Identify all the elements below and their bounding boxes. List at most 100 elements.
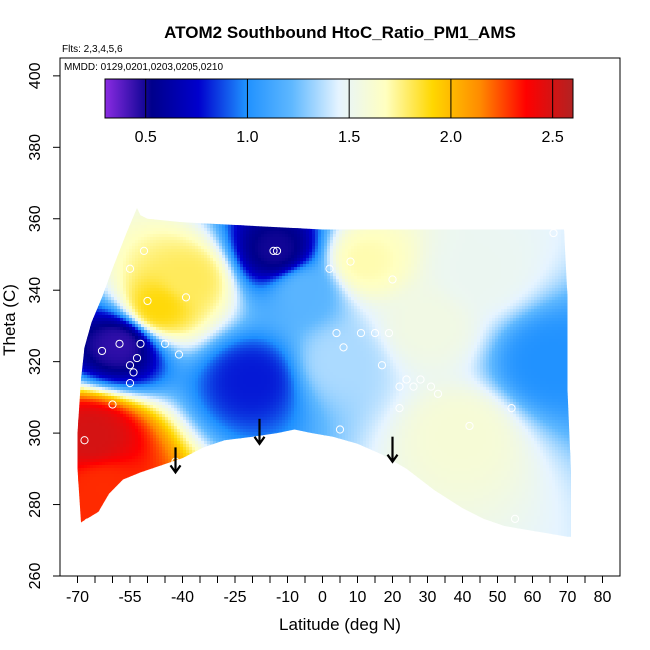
field-cell [159,534,163,537]
field-cell [144,474,148,478]
field-cell [180,303,184,307]
field-cell [165,474,169,478]
field-cell [156,492,160,496]
field-cell [126,471,130,475]
field-cell [108,396,112,400]
field-cell [78,198,81,201]
field-cell [183,381,187,385]
field-cell [108,408,112,412]
field-cell [105,231,109,235]
field-cell [114,345,118,349]
field-cell [81,300,85,304]
field-cell [84,309,88,313]
field-cell [168,246,172,250]
field-cell [150,522,154,526]
field-cell [165,294,169,298]
field-cell [111,387,115,391]
field-cell [90,201,93,204]
field-cell [180,384,184,388]
field-cell [174,204,177,207]
field-cell [150,375,154,379]
field-cell [162,348,166,352]
field-cell [141,408,145,412]
field-cell [198,208,202,211]
field-cell [192,393,196,397]
field-cell [129,303,133,307]
field-cell [144,456,148,460]
field-cell [87,273,91,277]
field-cell [174,327,178,331]
field-cell [120,528,124,532]
field-cell [150,351,154,355]
field-cell [105,204,108,207]
field-cell [93,348,97,352]
field-cell [72,495,75,498]
field-cell [141,300,145,304]
field-cell [72,486,75,489]
field-cell [72,267,75,270]
field-cell [117,342,121,346]
field-cell [78,366,82,370]
field-cell [102,510,106,514]
field-cell [156,477,160,481]
field-cell [183,240,187,244]
field-cell [77,525,79,529]
field-cell [77,492,79,496]
field-cell [111,513,115,517]
field-cell [180,282,184,286]
field-cell [114,498,118,502]
field-cell [141,291,145,295]
field-cell [195,417,199,421]
field-cell [77,528,79,532]
field-cell [147,468,151,472]
field-cell [162,414,166,418]
field-cell [174,342,178,346]
field-cell [135,540,138,543]
field-cell [108,378,112,382]
field-cell [72,489,75,492]
field-cell [144,495,148,499]
field-cell [189,543,192,546]
field-cell [165,195,168,198]
field-cell [174,249,178,253]
field-cell [111,228,115,232]
field-cell [87,435,91,439]
field-cell [72,240,75,243]
field-cell [117,423,121,427]
field-cell [156,228,160,232]
field-cell [165,450,169,454]
field-cell [165,204,168,207]
field-cell [150,378,154,382]
field-cell [102,348,106,352]
field-cell [141,228,145,232]
field-cell [117,543,120,546]
field-cell [87,372,91,376]
field-cell [138,426,142,430]
field-cell [96,390,100,394]
field-cell [159,396,163,400]
field-cell [189,411,193,415]
field-cell [120,468,124,472]
field-cell [189,300,193,304]
field-cell [183,384,187,388]
field-cell [123,459,127,463]
field-cell [135,348,139,352]
field-cell [77,360,79,364]
field-cell [144,294,148,298]
field-cell [153,318,157,322]
field-cell [156,450,160,454]
field-cell [186,438,190,442]
field-cell [171,375,175,379]
field-cell [126,333,130,337]
field-cell [120,333,124,337]
field-cell [141,267,145,271]
field-cell [105,477,109,481]
field-cell [123,492,127,496]
field-cell [147,441,151,445]
field-cell [111,201,114,204]
field-cell [132,228,136,232]
field-cell [87,336,91,340]
field-cell [126,291,130,295]
field-cell [171,429,175,433]
field-cell [81,453,85,457]
